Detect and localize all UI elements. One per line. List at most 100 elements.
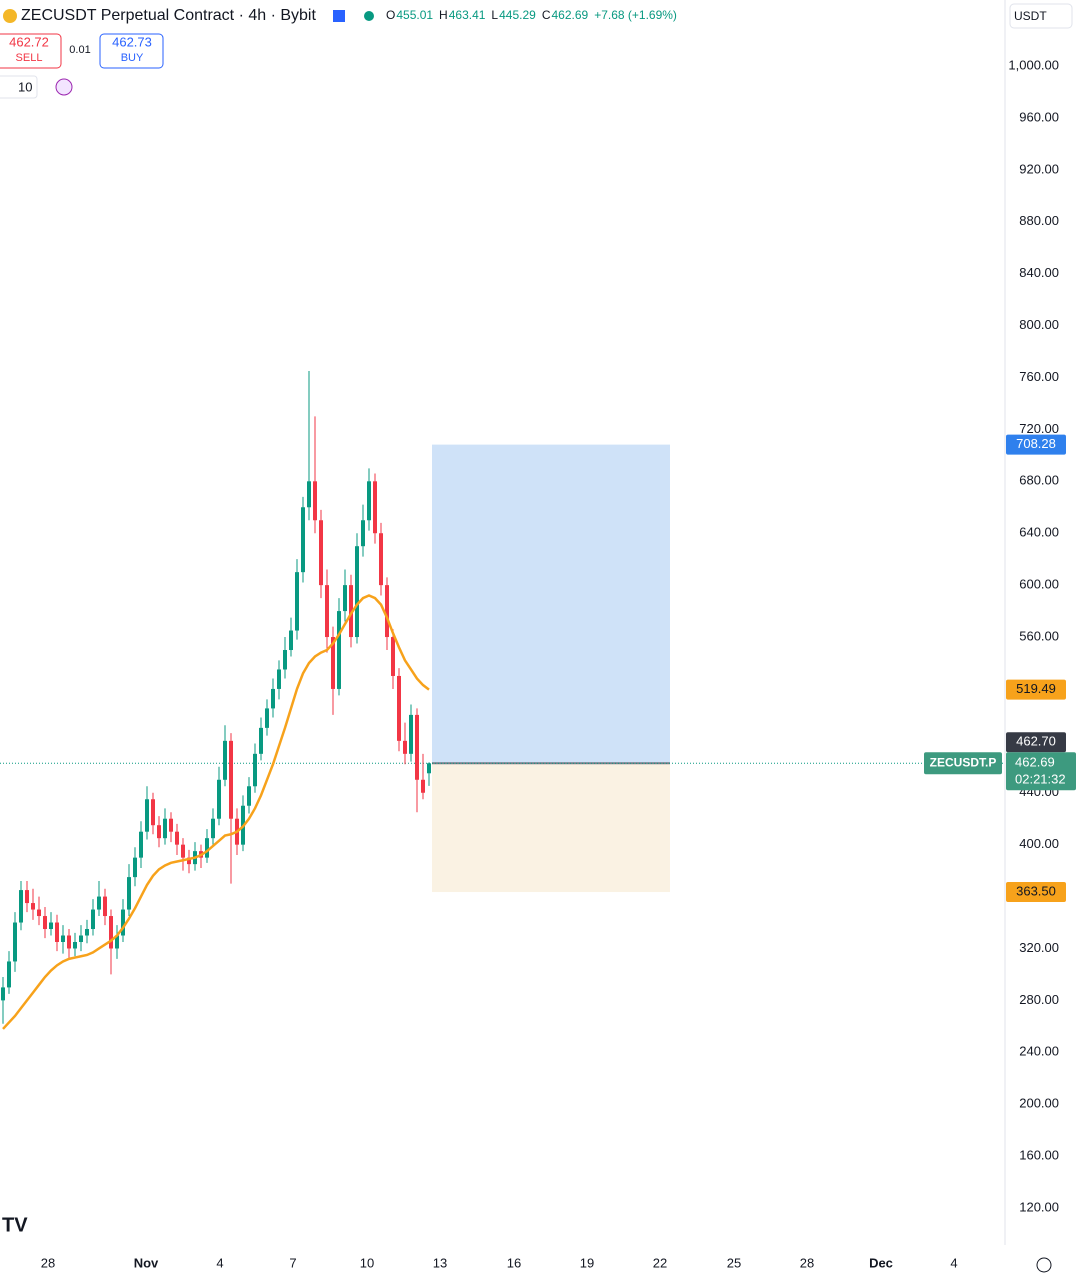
y-tick-label: 960.00 — [1019, 109, 1059, 124]
currency[interactable]: USDT — [1014, 9, 1047, 23]
y-tick-label: 840.00 — [1019, 265, 1059, 280]
ma-tag — [1006, 679, 1066, 700]
x-tick-label: 13 — [433, 1255, 447, 1270]
x-tick-label: 10 — [360, 1255, 374, 1270]
candle-body — [403, 740, 407, 754]
candle-body — [103, 896, 107, 917]
candle-body — [313, 481, 317, 521]
x-tick-label: 28 — [41, 1255, 55, 1270]
candle-body — [247, 786, 251, 806]
x-tick-label: 19 — [580, 1255, 594, 1270]
y-tick-label: 760.00 — [1019, 369, 1059, 384]
candle-body — [133, 857, 137, 878]
candle-body — [157, 825, 161, 839]
candle-body — [19, 890, 23, 923]
spread: 0.01 — [69, 44, 90, 56]
candle-body — [301, 507, 305, 573]
candle-body — [367, 481, 371, 521]
ohlc-key: L — [491, 8, 498, 22]
candle-body — [379, 533, 383, 586]
status-dot — [364, 11, 374, 21]
target-zone — [432, 444, 670, 764]
candle-body — [85, 929, 89, 936]
candle-body — [415, 714, 419, 780]
candle-body — [1, 987, 5, 1001]
candle-body — [187, 857, 191, 865]
countdown: 02:21:32 — [1015, 772, 1066, 787]
x-tick-label: 25 — [727, 1255, 741, 1270]
y-tick-label: 200.00 — [1019, 1096, 1059, 1111]
symbol-icon — [3, 9, 17, 23]
candle-body — [121, 909, 125, 936]
y-tick-label: 880.00 — [1019, 213, 1059, 228]
settings-icon[interactable] — [1036, 1257, 1052, 1273]
candle-body — [223, 740, 227, 780]
candle-body — [139, 831, 143, 858]
candle-body — [127, 877, 131, 910]
candle-body — [409, 714, 413, 754]
candle-body — [97, 896, 101, 910]
candle-body — [343, 585, 347, 612]
target-tag — [1006, 434, 1066, 455]
x-tick-label: Dec — [869, 1255, 893, 1270]
candle-body — [331, 637, 335, 689]
interval-value[interactable]: 10 — [18, 79, 32, 94]
candle-body — [229, 740, 233, 819]
sync-icon[interactable] — [55, 78, 73, 96]
candle-body — [283, 650, 287, 670]
candle-body — [397, 675, 401, 741]
candle-body — [13, 922, 17, 962]
y-tick-label: 640.00 — [1019, 525, 1059, 540]
ohlc-value: 455.01 — [396, 8, 433, 22]
candle-body — [325, 585, 329, 638]
x-tick-label: 22 — [653, 1255, 667, 1270]
change: +7.68 (+1.69%) — [594, 8, 677, 22]
candle-body — [277, 669, 281, 689]
sell-label[interactable]: SELL — [16, 52, 43, 64]
y-tick-label: 560.00 — [1019, 628, 1059, 643]
candle-body — [163, 818, 167, 839]
candle-body — [289, 630, 293, 651]
entry-label: 462.70 — [1016, 734, 1056, 749]
candle-body — [7, 961, 11, 988]
chart-title: ZECUSDT Perpetual Contract · 4h · Bybit — [21, 7, 316, 24]
candle-body — [295, 572, 299, 631]
ohlc-key: H — [439, 8, 448, 22]
candle-body — [337, 611, 341, 689]
candle-body — [349, 585, 353, 638]
stop-label: 363.50 — [1016, 883, 1056, 898]
y-tick-label: 280.00 — [1019, 992, 1059, 1007]
ohlc-key: O — [386, 8, 395, 22]
x-tick-label: 4 — [950, 1255, 957, 1270]
candle-body — [319, 520, 323, 586]
target-label: 708.28 — [1016, 436, 1056, 451]
y-tick-label: 400.00 — [1019, 836, 1059, 851]
sell-price[interactable]: 462.72 — [9, 34, 49, 49]
candle-body — [373, 481, 377, 534]
candle-body — [67, 935, 71, 949]
x-tick-label: 4 — [216, 1255, 223, 1270]
x-tick-label: 7 — [289, 1255, 296, 1270]
candle-body — [361, 520, 365, 547]
candle-body — [115, 935, 119, 949]
sell-button[interactable] — [0, 33, 62, 69]
interval-box[interactable] — [0, 75, 38, 99]
candle-body — [181, 844, 185, 858]
ohlc-value: 462.69 — [551, 8, 588, 22]
buy-price[interactable]: 462.73 — [112, 34, 152, 49]
candle-body — [205, 838, 209, 858]
candle-body — [427, 763, 431, 774]
y-tick-label: 680.00 — [1019, 473, 1059, 488]
symbol-label: ZECUSDT.P — [930, 755, 997, 769]
currency-box[interactable] — [1009, 3, 1073, 29]
candle-body — [91, 909, 95, 930]
candle-body — [79, 935, 83, 942]
y-tick-label: 800.00 — [1019, 317, 1059, 332]
stop-tag — [1006, 882, 1066, 903]
flag-icon[interactable] — [333, 10, 345, 22]
candle-body — [73, 941, 77, 949]
buy-button[interactable] — [99, 33, 164, 69]
ohlc-value: 445.29 — [499, 8, 536, 22]
y-tick-label: 240.00 — [1019, 1044, 1059, 1059]
buy-label[interactable]: BUY — [121, 52, 144, 64]
